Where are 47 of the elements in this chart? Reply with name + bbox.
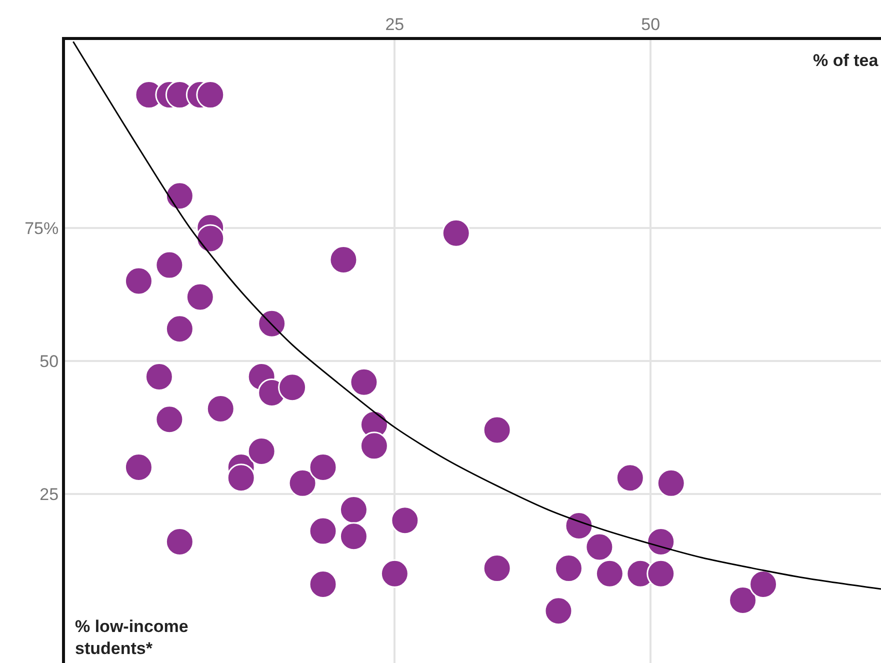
- point: [144, 362, 174, 392]
- point: [360, 432, 388, 460]
- point: [656, 468, 686, 498]
- point: [247, 437, 276, 466]
- point: [124, 452, 153, 482]
- y-tick-label: 25: [40, 484, 59, 504]
- point: [442, 218, 470, 248]
- point: [329, 245, 358, 274]
- point: [616, 464, 644, 492]
- point: [595, 559, 624, 588]
- point: [339, 496, 368, 524]
- line-series: [72, 40, 881, 590]
- point: [380, 559, 409, 588]
- point: [196, 224, 225, 253]
- point: [155, 250, 184, 280]
- point: [482, 554, 512, 583]
- point: [554, 554, 583, 583]
- point: [288, 468, 317, 498]
- point: [544, 596, 573, 626]
- point: [308, 516, 338, 546]
- point: [308, 452, 338, 482]
- point: [482, 416, 512, 444]
- point: [646, 559, 676, 588]
- point: [749, 570, 778, 598]
- y-axis-title: % low-income students*: [75, 617, 188, 658]
- point: [646, 527, 676, 556]
- point: [165, 527, 194, 556]
- y-tick-label: 50: [40, 352, 59, 371]
- point: [196, 80, 225, 110]
- point: [226, 464, 256, 492]
- point: [258, 309, 286, 338]
- y-tick-label: 75%: [24, 218, 59, 238]
- x-axis-title: % of tea: [813, 51, 879, 70]
- point: [564, 511, 594, 540]
- point: [390, 506, 420, 535]
- point: [350, 368, 378, 396]
- point: [728, 586, 758, 614]
- point: [155, 405, 184, 434]
- point: [585, 532, 614, 562]
- point: [339, 522, 368, 551]
- point: [206, 394, 235, 423]
- point: [278, 373, 307, 402]
- point: [186, 282, 214, 312]
- point: [165, 314, 194, 344]
- point: [308, 570, 338, 598]
- point: [165, 182, 194, 210]
- point: [124, 266, 153, 296]
